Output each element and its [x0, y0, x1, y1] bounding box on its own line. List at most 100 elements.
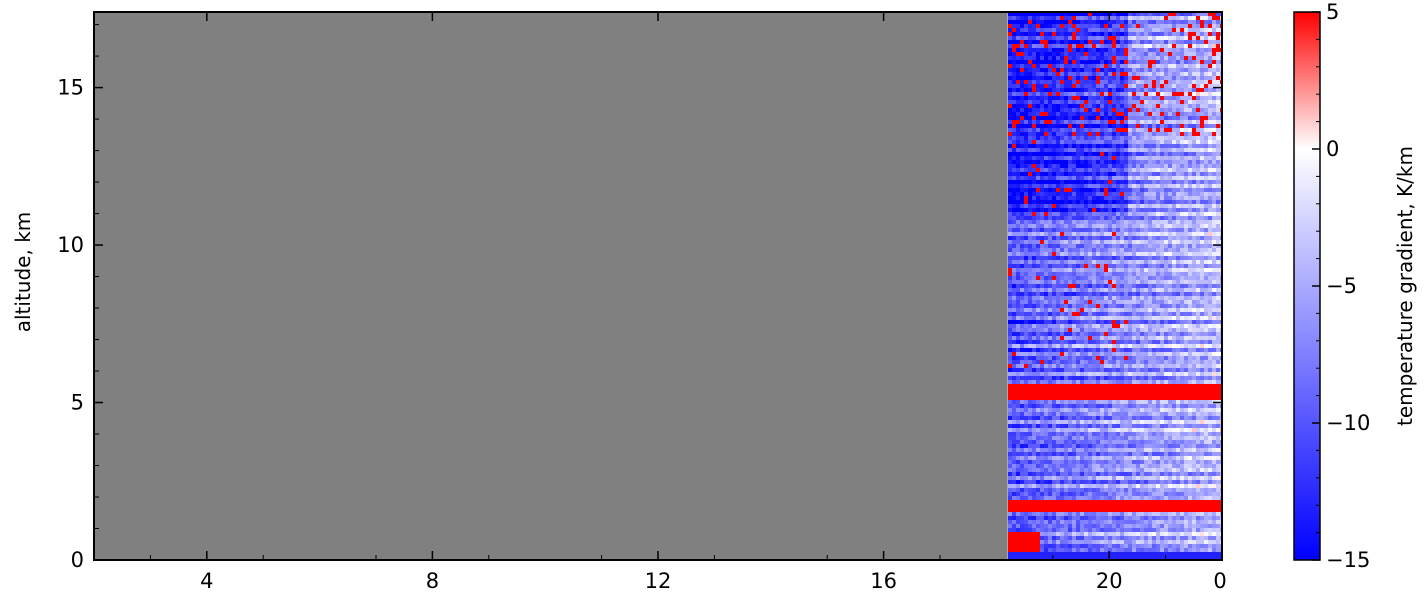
heatmap-cell: [1020, 368, 1025, 373]
heatmap-cell: [1148, 160, 1153, 165]
heatmap-cell: [1124, 36, 1129, 41]
heatmap-cell: [1176, 76, 1181, 81]
heatmap-cell: [1212, 216, 1217, 221]
heatmap-cell: [1216, 56, 1221, 61]
heatmap-cell: [1148, 128, 1153, 133]
heatmap-cell: [1044, 96, 1049, 101]
heatmap-cell: [1128, 376, 1133, 381]
heatmap-cell: [1176, 324, 1181, 329]
heatmap-cell: [1208, 348, 1213, 353]
heatmap-cell: [1080, 340, 1085, 345]
heatmap-cell: [1172, 172, 1177, 177]
heatmap-cell: [1064, 108, 1069, 113]
heatmap-cell: [1072, 32, 1077, 37]
heatmap-cell: [1008, 284, 1013, 289]
heatmap-cell: [1156, 368, 1161, 373]
heatmap-cell: [1052, 228, 1057, 233]
heatmap-cell: [1112, 148, 1117, 153]
heatmap-cell: [1096, 196, 1101, 201]
heatmap-cell: [1092, 168, 1097, 173]
heatmap-cell: [1176, 32, 1181, 37]
heatmap-cell: [1176, 108, 1181, 113]
heatmap-cell: [1120, 40, 1125, 45]
heatmap-cell: [1080, 320, 1085, 325]
heatmap-cell: [1092, 136, 1097, 141]
heatmap-cell: [1144, 28, 1149, 33]
heatmap-cell: [1072, 140, 1077, 145]
heatmap-cell: [1020, 20, 1025, 25]
heatmap-cell: [1088, 140, 1093, 145]
heatmap-cell: [1124, 268, 1129, 273]
heatmap-cell: [1212, 324, 1217, 329]
heatmap-cell: [1032, 108, 1037, 113]
heatmap-cell: [1180, 208, 1185, 213]
heatmap-cell: [1040, 300, 1045, 305]
heatmap-cell: [1076, 308, 1081, 313]
heatmap-cell: [1068, 156, 1073, 161]
heatmap-cell: [1036, 276, 1041, 281]
heatmap-cell: [1024, 108, 1029, 113]
heatmap-cell: [1056, 256, 1061, 261]
heatmap-cell: [1104, 244, 1109, 249]
heatmap-cell: [1028, 24, 1033, 29]
heatmap-cell: [1128, 84, 1133, 89]
heatmap-cell: [1192, 140, 1197, 145]
heatmap-cell: [1108, 340, 1113, 345]
heatmap-cell: [1080, 128, 1085, 133]
heatmap-cell: [1164, 40, 1169, 45]
heatmap-cell: [1124, 364, 1129, 369]
heatmap-cell: [1044, 236, 1049, 241]
heatmap-cell: [1144, 88, 1149, 93]
heatmap-cell: [1160, 36, 1165, 41]
heatmap-cell: [1044, 216, 1049, 221]
heatmap-cell: [1176, 44, 1181, 49]
heatmap-cell: [1152, 76, 1157, 81]
heatmap-cell: [1020, 124, 1025, 129]
heatmap-cell: [1152, 344, 1157, 349]
heatmap-cell: [1104, 256, 1109, 261]
heatmap-cell: [1052, 312, 1057, 317]
heatmap-cell: [1052, 280, 1057, 285]
heatmap-cell: [1008, 48, 1013, 53]
heatmap-cell: [1096, 136, 1101, 141]
heatmap-cell: [1072, 164, 1077, 169]
heatmap-cell: [1192, 256, 1197, 261]
heatmap-cell: [1008, 40, 1013, 45]
heatmap-cell: [1096, 168, 1101, 173]
heatmap-cell: [1128, 244, 1133, 249]
heatmap-cell: [1124, 40, 1129, 45]
heatmap-cell: [1012, 316, 1017, 321]
heatmap-cell: [1148, 292, 1153, 297]
heatmap-cell: [1016, 112, 1021, 117]
heatmap-cell: [1024, 208, 1029, 213]
heatmap-cell: [1200, 316, 1205, 321]
heatmap-cell: [1064, 268, 1069, 273]
heatmap-cell: [1068, 48, 1073, 53]
heatmap-cell: [1132, 272, 1137, 277]
heatmap-cell: [1020, 224, 1025, 229]
heatmap-cell: [1208, 288, 1213, 293]
heatmap-cell: [1180, 40, 1185, 45]
heatmap-cell: [1092, 356, 1097, 361]
heatmap-cell: [1092, 264, 1097, 269]
heatmap-cell: [1180, 88, 1185, 93]
heatmap-cell: [1100, 132, 1105, 137]
heatmap-cell: [1172, 324, 1177, 329]
heatmap-cell: [1184, 44, 1189, 49]
heatmap-cell: [1032, 96, 1037, 101]
heatmap-cell: [1136, 276, 1141, 281]
heatmap-cell: [1212, 212, 1217, 217]
heatmap-cell: [1036, 172, 1041, 177]
heatmap-cell: [1076, 56, 1081, 61]
heatmap-cell: [1120, 144, 1125, 149]
heatmap-cell: [1036, 16, 1041, 21]
heatmap-cell: [1072, 260, 1077, 265]
heatmap-cell: [1196, 192, 1201, 197]
heatmap-cell: [1144, 356, 1149, 361]
heatmap-cell: [1112, 300, 1117, 305]
heatmap-cell: [1028, 360, 1033, 365]
heatmap-cell: [1212, 28, 1217, 33]
heatmap-cell: [1216, 348, 1221, 353]
heatmap-cell: [1164, 212, 1169, 217]
heatmap-cell: [1084, 276, 1089, 281]
